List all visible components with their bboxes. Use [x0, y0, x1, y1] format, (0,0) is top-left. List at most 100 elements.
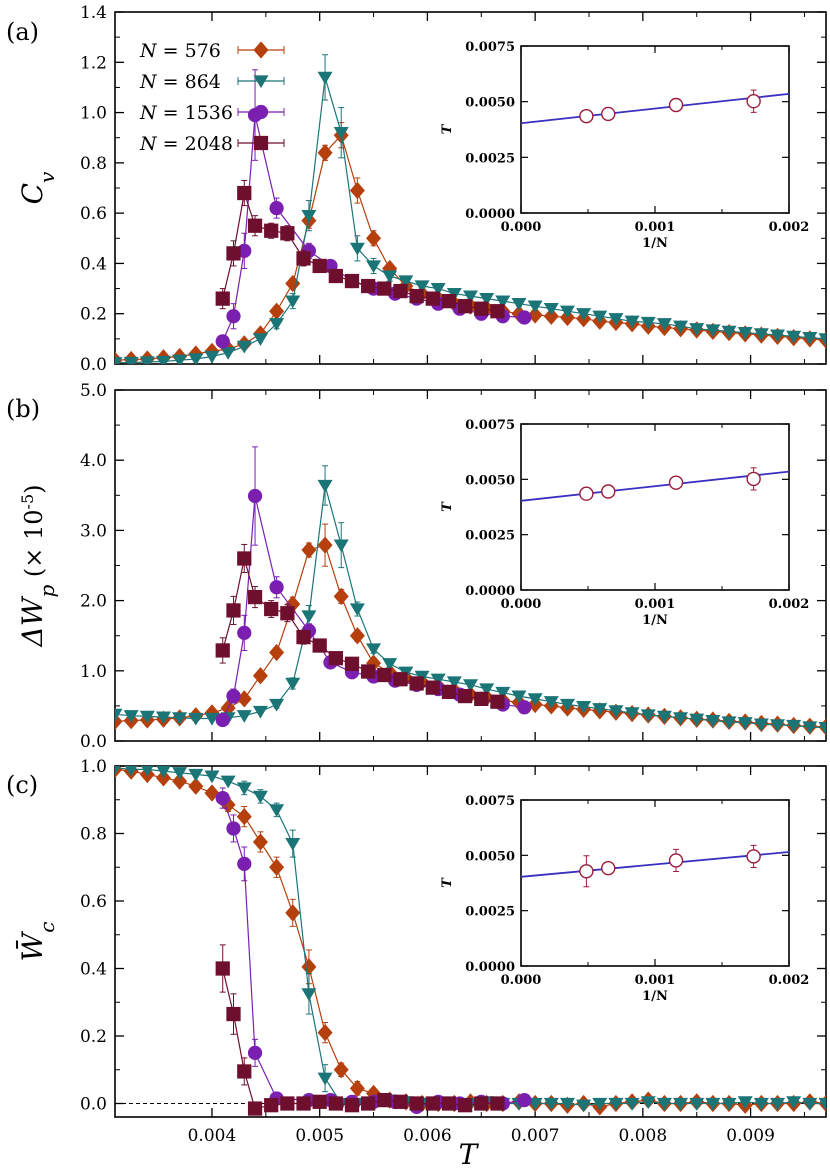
y-tick-label: 0.4	[80, 254, 107, 274]
inset-frame	[520, 799, 790, 967]
data-point	[592, 1097, 608, 1111]
data-point	[361, 664, 376, 679]
data-point	[220, 775, 236, 789]
data-point	[737, 1096, 753, 1109]
data-point	[818, 1097, 826, 1111]
data-point	[237, 551, 252, 566]
inset-x-axis-label: 1/N	[642, 989, 668, 1004]
data-point	[333, 1061, 349, 1079]
data-point	[349, 603, 365, 617]
data-point	[409, 288, 424, 304]
data-point	[705, 324, 721, 338]
inset-y-tick-label: 0.0050	[465, 473, 515, 488]
data-point	[156, 766, 171, 779]
inset-y-axis-label: T	[440, 877, 455, 888]
data-point	[252, 790, 268, 804]
data-point	[624, 1097, 640, 1111]
data-point	[624, 707, 640, 721]
data-point	[721, 716, 737, 730]
data-point	[474, 691, 489, 707]
data-point	[770, 719, 786, 732]
inset-data-point	[746, 849, 761, 864]
data-point	[269, 580, 284, 595]
series-n864	[115, 54, 826, 364]
inset-data-point	[668, 853, 684, 868]
data-point	[269, 643, 285, 662]
data-point	[123, 710, 139, 723]
inset-y-tick-label: 0.0050	[465, 849, 515, 864]
data-point	[296, 629, 311, 645]
data-point	[285, 838, 301, 851]
data-point	[226, 688, 241, 704]
series-n2048	[215, 543, 505, 709]
data-point	[333, 587, 349, 606]
x-tick-label: 0.009	[726, 1126, 775, 1146]
y-tick-label: 1.0	[80, 662, 107, 682]
inset-y-tick-label: 0.0025	[465, 151, 515, 166]
data-point	[236, 782, 252, 796]
data-point	[188, 712, 204, 726]
inset: 0.000 0.001 0.002 0.0000 0.0025 0.0050 0.0075 1…	[440, 418, 809, 628]
data-point	[252, 705, 268, 719]
data-point	[656, 710, 672, 724]
data-point	[247, 488, 263, 504]
data-point	[312, 638, 327, 653]
data-point	[721, 325, 737, 339]
x-tick-label: 0.007	[511, 1126, 560, 1146]
inset-y-tick-label: 0.0075	[465, 40, 515, 55]
data-point	[204, 712, 220, 726]
data-point	[301, 610, 317, 624]
data-point	[377, 281, 392, 296]
inset-x-tick-label: 0.002	[769, 220, 810, 235]
data-point	[296, 1096, 311, 1111]
data-point	[517, 310, 532, 325]
data-point	[802, 721, 818, 735]
data-point	[269, 858, 285, 876]
y-tick-label: 5.0	[80, 381, 107, 401]
y-tick-label: 1.0	[80, 757, 107, 777]
inset-frame	[520, 45, 790, 214]
data-point	[247, 1101, 263, 1116]
inset-x-axis-label: 1/N	[642, 613, 668, 628]
inset-x-tick-label: 0.001	[635, 973, 676, 988]
data-point	[705, 715, 721, 728]
series-n2048	[215, 179, 505, 319]
data-point	[818, 333, 826, 346]
data-point	[608, 313, 624, 326]
data-point	[425, 1096, 440, 1111]
y-tick-label: 0.0	[80, 732, 107, 752]
inset-y-tick-label: 0.0075	[465, 794, 515, 809]
data-point	[115, 708, 123, 722]
inset-data-point	[601, 860, 616, 876]
data-point	[559, 698, 575, 712]
inset-x-axis-label: 1/N	[642, 236, 668, 251]
data-point	[802, 1097, 818, 1111]
data-point	[285, 295, 301, 309]
data-point	[576, 308, 592, 321]
data-point	[414, 280, 430, 294]
panel-b: 0.01.02.03.04.05.0(b)ΔWp (× 10-5)0.000 0.…	[6, 381, 827, 752]
inset-y-axis-label: T	[440, 123, 455, 134]
data-point	[608, 705, 624, 718]
x-axis-label: T	[459, 1138, 480, 1171]
legend-marker	[253, 104, 269, 120]
inset-y-tick-label: 0.0000	[465, 960, 515, 975]
data-point	[511, 690, 527, 704]
data-point	[393, 672, 408, 687]
data-point	[237, 625, 252, 641]
data-point	[344, 656, 360, 671]
data-point	[393, 283, 408, 299]
data-point	[382, 658, 398, 671]
legend-marker	[253, 41, 269, 59]
data-point	[188, 768, 204, 782]
data-point	[366, 229, 382, 247]
data-point	[786, 719, 802, 733]
data-point	[344, 1098, 360, 1113]
data-point	[689, 713, 705, 727]
legend-marker	[253, 135, 269, 151]
data-point	[393, 1094, 408, 1109]
data-point	[333, 539, 349, 553]
data-point	[624, 315, 640, 329]
data-point	[349, 242, 365, 256]
